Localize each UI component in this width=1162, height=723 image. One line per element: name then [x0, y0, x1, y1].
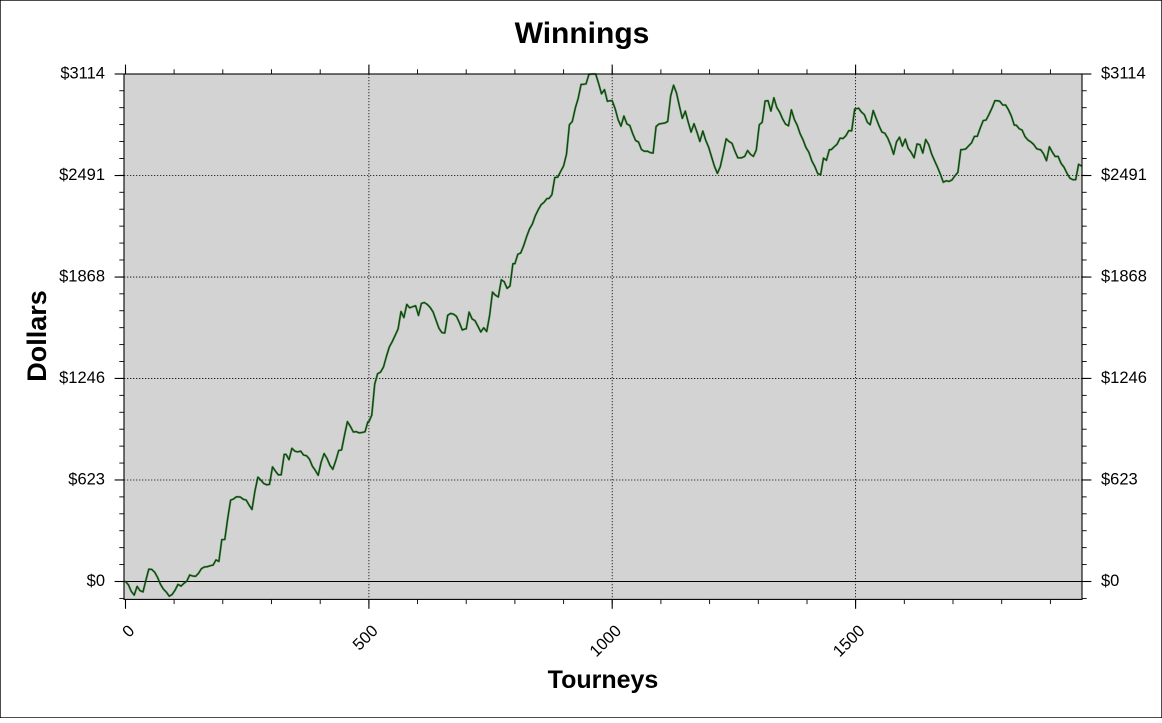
svg-text:Winnings: Winnings [515, 17, 650, 50]
svg-text:$623: $623 [68, 471, 105, 489]
svg-text:$3114: $3114 [60, 65, 105, 83]
svg-text:$0: $0 [87, 572, 105, 590]
svg-text:$2491: $2491 [59, 166, 105, 184]
svg-text:Tourneys: Tourneys [548, 666, 659, 694]
svg-text:$623: $623 [1101, 471, 1138, 489]
svg-text:$1246: $1246 [59, 369, 105, 387]
svg-text:Dollars: Dollars [22, 290, 52, 382]
svg-text:$2491: $2491 [1101, 166, 1147, 184]
svg-text:$1868: $1868 [1101, 268, 1147, 286]
svg-text:$1868: $1868 [59, 268, 105, 286]
svg-text:$0: $0 [1101, 572, 1119, 590]
svg-text:$1246: $1246 [1101, 369, 1147, 387]
svg-text:$3114: $3114 [1101, 65, 1146, 83]
